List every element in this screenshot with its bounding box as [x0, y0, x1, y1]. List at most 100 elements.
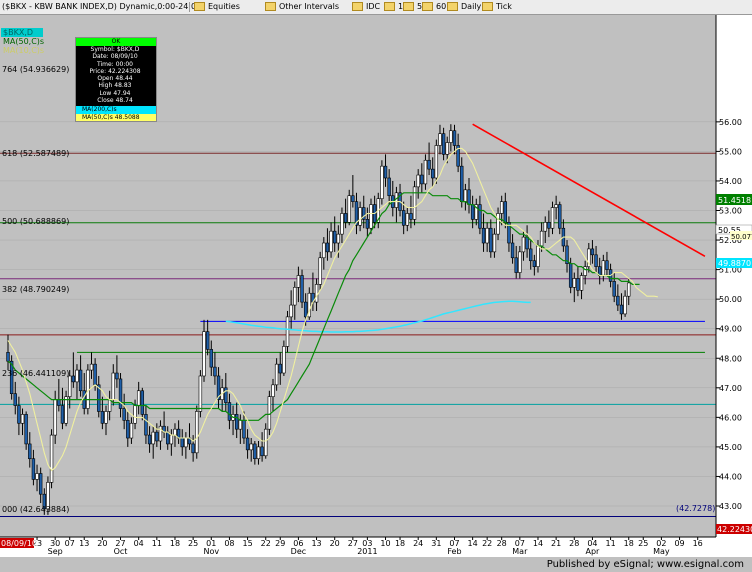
candle-body: [616, 295, 620, 306]
candle-body: [115, 372, 119, 380]
candle-body: [521, 236, 526, 253]
candle-body: [601, 260, 606, 276]
candle-body: [314, 284, 319, 303]
folder-icon: [447, 2, 458, 11]
info-row: Open 48.44: [76, 75, 156, 82]
equities-menu[interactable]: Equities: [194, 0, 240, 14]
candle-body: [543, 222, 547, 232]
candle-body: [550, 207, 555, 229]
idc-button[interactable]: IDC: [352, 0, 380, 14]
candle-body: [358, 207, 362, 226]
y-tick-label: 50.00: [719, 295, 742, 304]
x-tick-label: 07: [65, 539, 75, 548]
info-row-label: Symbol:: [90, 46, 115, 53]
candle-body: [158, 425, 163, 442]
candle-body: [441, 133, 446, 155]
candle-body: [336, 233, 341, 244]
x-tick-label: 28: [569, 539, 579, 548]
interval-5-button[interactable]: 5: [403, 0, 422, 14]
candle-body: [431, 168, 435, 179]
x-tick-label: 30: [50, 539, 60, 548]
folder-icon: [482, 2, 493, 11]
interval-1-button[interactable]: 1: [384, 0, 403, 14]
price-axis: [716, 15, 752, 537]
candle-body: [612, 281, 616, 297]
candle-body: [53, 399, 57, 436]
candle-body: [249, 443, 253, 451]
ma10-tag: [730, 231, 752, 240]
other-intervals-label: Other Intervals: [279, 2, 340, 11]
candle-body: [245, 437, 250, 451]
fib-000-label: 000 (42.643884): [2, 505, 69, 514]
x-tick-label: 10: [380, 539, 390, 548]
candle-body: [184, 437, 188, 448]
x-tick-label: 11: [605, 539, 615, 548]
info-ma200: MA(200,C)s: [76, 106, 156, 114]
candle-body: [470, 204, 475, 220]
interval-60-button[interactable]: 60: [422, 0, 446, 14]
candle-body: [78, 369, 83, 392]
x-month-label: Apr: [586, 547, 601, 556]
candle-body: [481, 227, 486, 244]
info-row: Symbol: $BKX,D: [76, 46, 156, 53]
candle-body: [532, 260, 537, 267]
candle-body: [111, 372, 115, 400]
info-window-header[interactable]: OK: [76, 38, 156, 46]
info-row-label: Open: [97, 75, 114, 83]
x-tick-label: 25: [638, 539, 648, 548]
candle-body: [28, 443, 32, 460]
info-row-label: Close: [97, 97, 114, 105]
cursor-info-window[interactable]: OK Symbol: $BKX,D Date: 08/09/10 Time: 00:00 P…: [75, 37, 157, 122]
candle-body: [354, 201, 359, 226]
other-intervals-menu[interactable]: Other Intervals: [265, 0, 339, 14]
candle-body: [423, 159, 428, 185]
candle-body: [75, 369, 79, 383]
x-tick-label: 07: [449, 539, 459, 548]
candle-body: [518, 251, 522, 273]
x-tick-label: 13: [79, 539, 89, 548]
candle-body: [198, 375, 203, 412]
grid: [0, 121, 716, 507]
candle-body: [49, 434, 54, 483]
y-tick-label: 56.00: [719, 118, 742, 127]
candle-body: [202, 331, 206, 377]
candle-body: [478, 204, 482, 229]
footer: Published by eSignal; www.esignal.com: [0, 557, 752, 572]
candle-body: [173, 428, 177, 436]
candle-body: [590, 248, 595, 256]
candle-body: [460, 165, 464, 202]
chart-symbol-title: ($BKX - KBW BANK INDEX,D) Dynamic,0:00-2…: [2, 2, 202, 11]
candle-body: [133, 405, 137, 424]
y-tick-label: 46.00: [719, 413, 742, 422]
time-axis: [0, 537, 752, 557]
candle-body: [97, 384, 101, 412]
candle-body: [104, 411, 108, 424]
y-tick-label: 48.00: [719, 354, 742, 363]
tick-button[interactable]: Tick: [482, 0, 512, 14]
info-row: Close 48.74: [76, 97, 156, 104]
idc-label: IDC: [366, 2, 381, 11]
fib-764-label: 764 (54.936629): [2, 65, 69, 74]
candle-body: [278, 363, 282, 374]
daily-button[interactable]: Daily: [447, 0, 481, 14]
candle-body: [166, 431, 170, 445]
candle-body: [332, 230, 337, 244]
candle-body: [547, 222, 551, 229]
cursor-price-tag: [716, 524, 752, 534]
folder-icon: [265, 2, 276, 11]
moving-averages: [7, 147, 658, 472]
candle-body: [227, 402, 232, 421]
x-tick-label: 15: [242, 539, 252, 548]
x-tick-label: 14: [533, 539, 543, 548]
legend-symbol: $BKX,D: [3, 28, 33, 37]
folder-icon: [403, 2, 414, 11]
y-tick-label: 51.00: [719, 266, 742, 275]
x-month-label: Dec: [291, 547, 306, 556]
resistance-trendline: [472, 123, 706, 257]
y-tick-label: 49.00: [719, 325, 742, 334]
candle-body: [351, 195, 355, 202]
candle-body: [576, 278, 580, 291]
candle-body: [303, 301, 308, 318]
x-tick-label: 16: [693, 539, 703, 548]
info-row-label: Price:: [89, 67, 107, 75]
